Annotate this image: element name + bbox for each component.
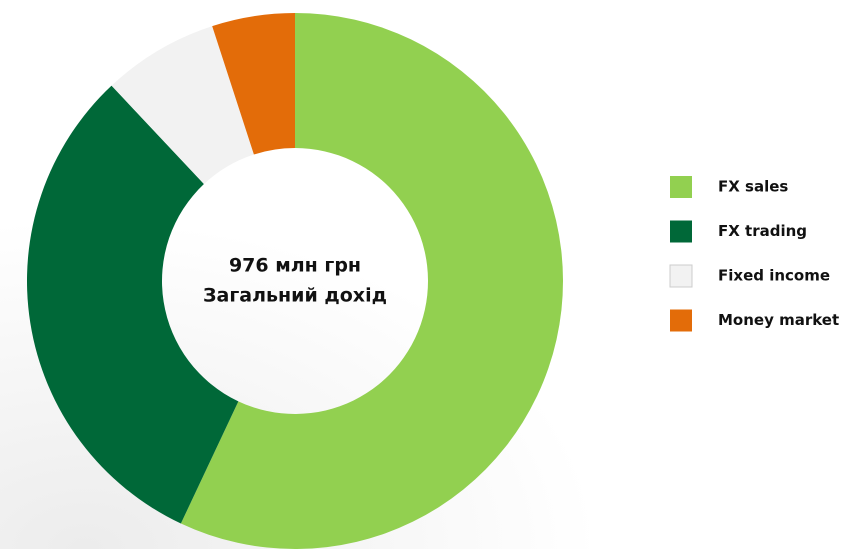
legend: FX sales FX trading Fixed income Money mark… [669, 176, 839, 332]
center-label: 976 млн грн [229, 255, 361, 277]
legend-label: FX sales [718, 178, 788, 196]
legend-label: FX trading [718, 222, 807, 240]
legend-swatch [670, 220, 692, 243]
legend-swatch [670, 309, 692, 332]
donut [26, 13, 563, 549]
legend-swatch [670, 176, 692, 198]
slice [180, 13, 563, 549]
slice [26, 85, 239, 524]
slice [111, 26, 254, 185]
legend-swatch [669, 264, 693, 288]
legend-label: Fixed income [718, 267, 830, 285]
center-label: Загальний дохід [203, 285, 387, 307]
slice [212, 13, 295, 155]
legend-label: Money market [718, 311, 839, 329]
